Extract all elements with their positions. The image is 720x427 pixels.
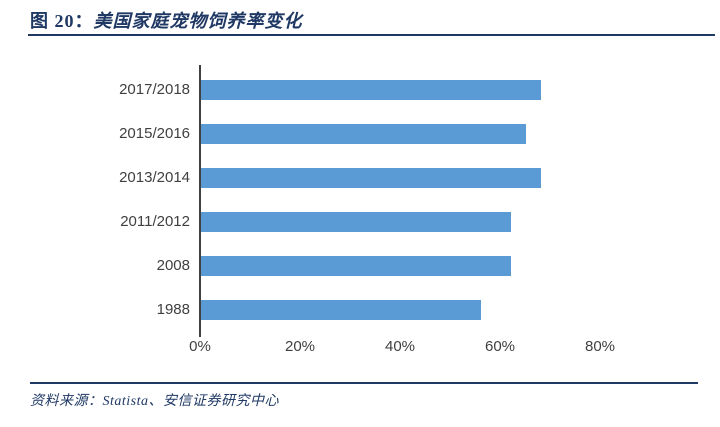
category-label: 1988: [156, 301, 190, 318]
bar: [201, 212, 511, 232]
figure-title-text: 美国家庭宠物饲养率变化: [93, 11, 303, 31]
bar: [201, 124, 526, 144]
bar: [201, 256, 511, 276]
y-axis-line: [199, 65, 201, 337]
bar-row: 2011/2012: [0, 212, 720, 232]
bar-chart: 2017/2018 2015/2016 2013/2014 2011/2012 2008…: [0, 46, 720, 366]
figure-number-label: 图 20：: [30, 11, 94, 31]
bar-row: 2017/2018: [0, 80, 720, 100]
x-tick-label: 20%: [284, 338, 316, 355]
bar: [201, 168, 541, 188]
figure-title: 图 20：美国家庭宠物饲养率变化: [30, 7, 303, 33]
category-label: 2008: [156, 257, 190, 274]
x-tick-label: 60%: [484, 338, 516, 355]
bar-row: 2013/2014: [0, 168, 720, 188]
bar: [201, 300, 481, 320]
x-axis: 0% 20% 40% 60% 80%: [0, 338, 720, 360]
bar-row: 1988: [0, 300, 720, 320]
bar-row: 2008: [0, 256, 720, 276]
category-label: 2017/2018: [119, 81, 190, 98]
category-label: 2015/2016: [119, 125, 190, 142]
category-label: 2013/2014: [119, 169, 190, 186]
footer-divider: [30, 382, 698, 384]
x-tick-label: 0%: [189, 338, 211, 355]
bar: [201, 80, 541, 100]
category-label: 2011/2012: [120, 213, 190, 230]
x-tick-label: 80%: [584, 338, 616, 355]
x-tick-label: 40%: [384, 338, 416, 355]
source-note: 资料来源：Statista、安信证券研究中心: [30, 394, 280, 409]
title-divider: [28, 34, 715, 36]
bar-row: 2015/2016: [0, 124, 720, 144]
